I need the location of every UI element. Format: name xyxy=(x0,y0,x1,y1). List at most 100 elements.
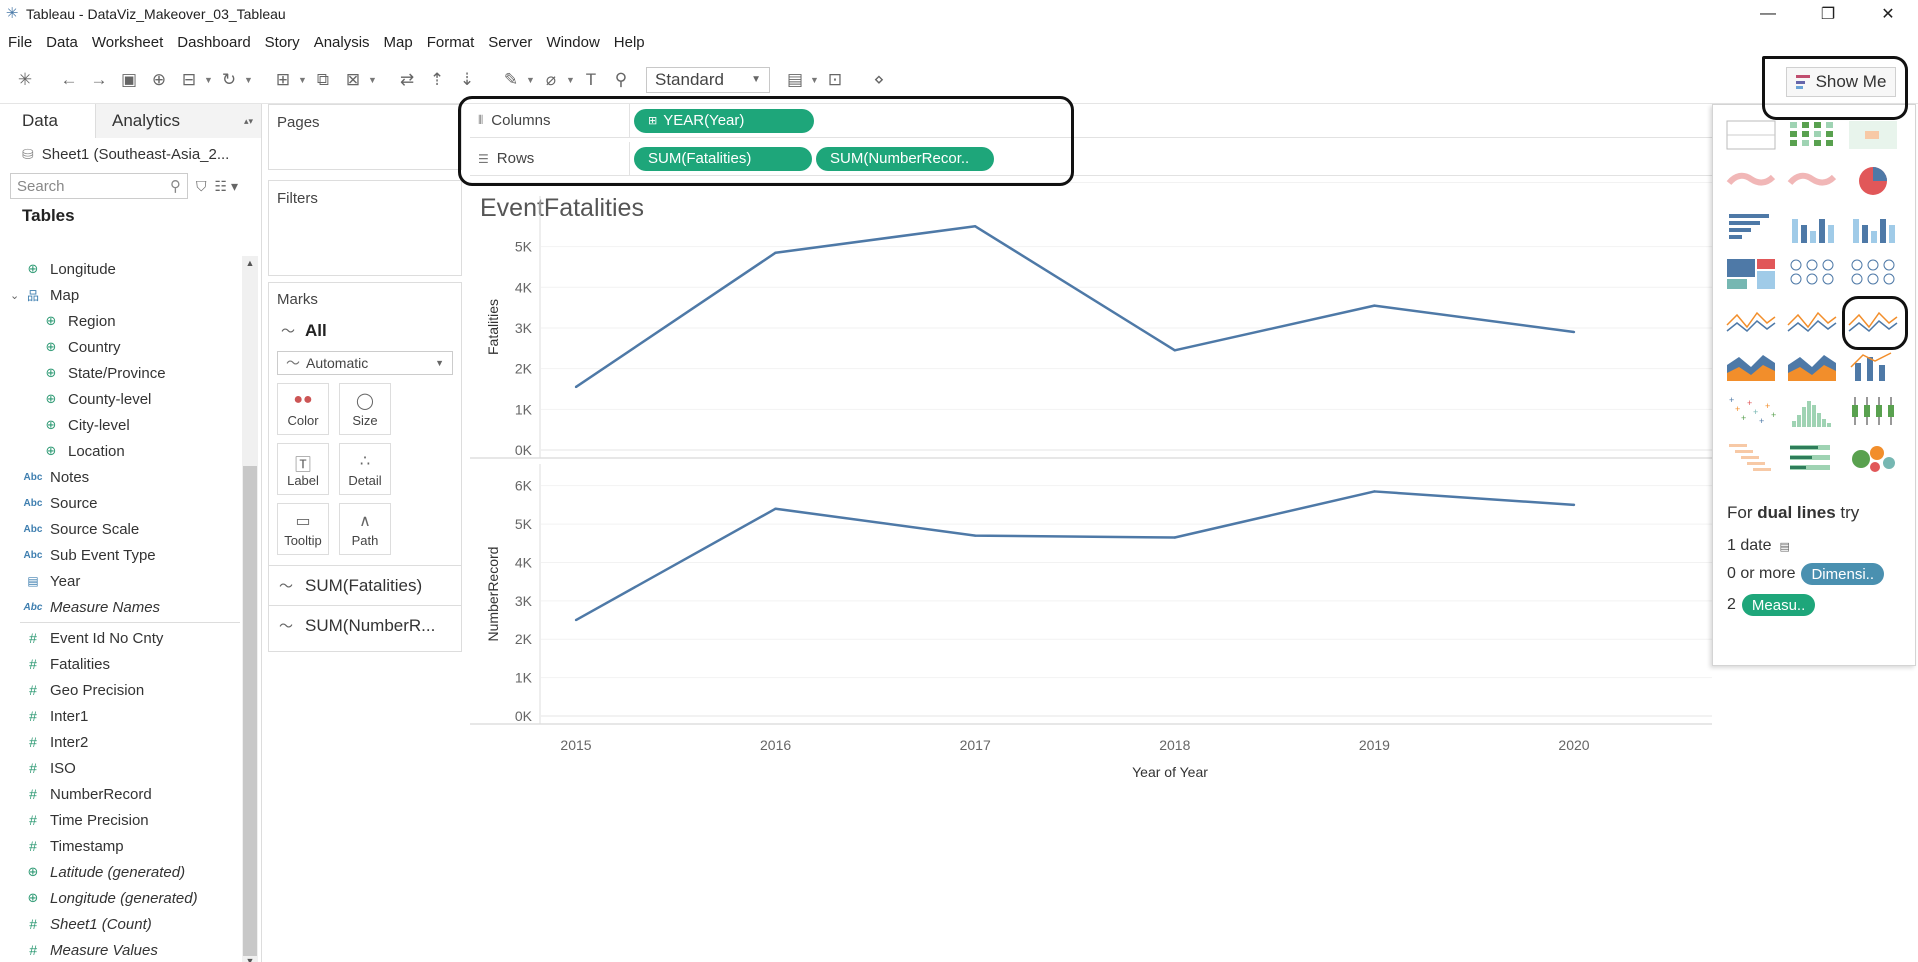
menu-data[interactable]: Data xyxy=(46,33,78,51)
show-me-packed-bubbles-icon[interactable] xyxy=(1847,439,1899,475)
show-me-button[interactable]: Show Me xyxy=(1786,67,1896,97)
viz-title[interactable]: EventFatalities xyxy=(480,194,644,222)
show-me-gantt-chart-icon[interactable] xyxy=(1725,439,1777,475)
detail-button[interactable]: ∴ Detail xyxy=(339,443,391,495)
show-me-circle-views-icon[interactable] xyxy=(1786,255,1838,291)
tableau-home-icon[interactable]: ✳ xyxy=(17,69,33,89)
show-me-area-continuous-icon[interactable] xyxy=(1725,347,1777,383)
show-me-bullet-graph-icon[interactable] xyxy=(1786,439,1838,475)
path-button[interactable]: ∧ Path xyxy=(339,503,391,555)
menu-dashboard[interactable]: Dashboard xyxy=(177,33,251,51)
show-me-area-discrete-icon[interactable] xyxy=(1786,347,1838,383)
restore-icon[interactable]: ❐ xyxy=(1820,6,1836,23)
field-item[interactable]: # Fatalities xyxy=(0,651,240,677)
field-item[interactable]: Abc Notes xyxy=(0,464,240,490)
field-item[interactable]: ⊕ Longitude (generated) xyxy=(0,885,240,911)
field-list-scrollbar[interactable]: ▲ ▼ xyxy=(242,256,258,962)
search-input[interactable]: Search ⚲ xyxy=(10,173,188,199)
tab-analytics[interactable]: Analytics ▴▾ xyxy=(96,104,261,138)
size-button[interactable]: ◯ Size xyxy=(339,383,391,435)
menu-map[interactable]: Map xyxy=(383,33,413,51)
field-item[interactable]: # Timestamp xyxy=(0,833,240,859)
marks-tab-fatalities[interactable]: 〜 SUM(Fatalities) xyxy=(269,565,461,605)
columns-shelf[interactable]: ⦀ Columns ⊞ YEAR(Year) xyxy=(470,104,1712,138)
chevron-down-icon[interactable]: ▼ xyxy=(204,74,213,85)
field-item[interactable]: Abc Sub Event Type xyxy=(0,542,240,568)
marks-tab-numberrecord[interactable]: 〜 SUM(NumberR... xyxy=(269,605,461,645)
menu-worksheet[interactable]: Worksheet xyxy=(91,33,164,51)
sort-descending-icon[interactable]: ⇣ xyxy=(459,69,475,89)
field-item[interactable]: ⊕ Region xyxy=(0,308,240,334)
field-item[interactable]: # ISO xyxy=(0,755,240,781)
datasource-item[interactable]: ⛁ Sheet1 (Southeast-Asia_2... xyxy=(0,138,261,170)
field-item[interactable]: # Inter2 xyxy=(0,729,240,755)
field-item[interactable]: ▤ Year xyxy=(0,568,240,594)
highlight-icon[interactable]: ✎ xyxy=(503,69,519,89)
field-item[interactable]: ⊕ City-level xyxy=(0,412,240,438)
field-item[interactable]: # Sheet1 (Count) xyxy=(0,911,240,937)
sort-ascending-icon[interactable]: ⇡ xyxy=(429,69,445,89)
chevron-down-icon[interactable]: ▼ xyxy=(298,74,307,85)
pages-card[interactable]: Pages xyxy=(268,104,462,170)
swap-rows-columns-icon[interactable]: ⇄ xyxy=(399,69,415,89)
field-item[interactable]: # Inter1 xyxy=(0,703,240,729)
show-mark-labels-icon[interactable]: T xyxy=(585,69,597,89)
view-options-icon[interactable]: ☷ ▾ xyxy=(214,177,238,194)
menu-server[interactable]: Server xyxy=(488,33,533,51)
field-item[interactable]: Abc Source Scale xyxy=(0,516,240,542)
tooltip-button[interactable]: ▭ Tooltip xyxy=(277,503,329,555)
field-item[interactable]: # NumberRecord xyxy=(0,781,240,807)
save-icon[interactable]: ▣ xyxy=(120,69,138,89)
field-item[interactable]: Abc Measure Names xyxy=(0,594,240,620)
close-icon[interactable]: ✕ xyxy=(1881,6,1895,23)
minimize-icon[interactable]: — xyxy=(1760,5,1776,22)
field-item[interactable]: ⊕ County-level xyxy=(0,386,240,412)
duplicate-sheet-icon[interactable]: ⧉ xyxy=(316,69,330,89)
menu-window[interactable]: Window xyxy=(546,33,600,51)
share-icon[interactable]: ⋄ xyxy=(873,69,885,89)
show-me-highlight-table-icon[interactable] xyxy=(1847,117,1899,153)
show-me-treemap-icon[interactable] xyxy=(1725,255,1777,291)
show-me-lines-discrete-icon[interactable] xyxy=(1786,301,1838,337)
show-me-filled-map-icon[interactable] xyxy=(1786,163,1838,199)
pill-fatalities[interactable]: SUM(Fatalities) xyxy=(634,146,812,171)
scrollbar-thumb[interactable] xyxy=(243,466,257,956)
collapse-icon[interactable]: ▴▾ xyxy=(243,115,253,126)
show-cards-icon[interactable]: ▤ xyxy=(786,69,804,89)
show-me-box-and-whisker-icon[interactable] xyxy=(1847,393,1899,429)
clear-sheet-icon[interactable]: ⊠ xyxy=(345,69,361,89)
color-button[interactable]: ●● Color xyxy=(277,383,329,435)
show-me-symbol-map-icon[interactable] xyxy=(1725,163,1777,199)
refresh-icon[interactable]: ↻ xyxy=(221,69,237,89)
label-button[interactable]: 🅃 Label xyxy=(277,443,329,495)
field-item[interactable]: Abc Source xyxy=(0,490,240,516)
show-me-side-by-side-circles-icon[interactable] xyxy=(1847,255,1899,291)
scroll-down-icon[interactable]: ▼ xyxy=(245,956,255,962)
chevron-down-icon[interactable]: ▼ xyxy=(368,74,377,85)
pill-year[interactable]: ⊞ YEAR(Year) xyxy=(634,108,814,133)
show-me-side-by-side-bars-icon[interactable] xyxy=(1847,209,1899,245)
new-worksheet-icon[interactable]: ⊞ xyxy=(275,69,291,89)
pause-updates-icon[interactable]: ⊟ xyxy=(181,69,197,89)
show-me-lines-continuous-icon[interactable] xyxy=(1725,301,1777,337)
field-item[interactable]: # Event Id No Cnty xyxy=(0,625,240,651)
show-me-pie-chart-icon[interactable] xyxy=(1847,163,1899,199)
field-item[interactable]: # Geo Precision xyxy=(0,677,240,703)
field-item[interactable]: ⊕ Country xyxy=(0,334,240,360)
scroll-up-icon[interactable]: ▲ xyxy=(245,258,255,268)
chevron-down-icon[interactable]: ▼ xyxy=(566,74,575,85)
field-item[interactable]: ⊕ Longitude xyxy=(0,256,240,282)
tab-data[interactable]: Data xyxy=(0,104,96,138)
field-item[interactable]: # Measure Values xyxy=(0,937,240,962)
menu-help[interactable]: Help xyxy=(613,33,645,51)
mark-type-select[interactable]: 〜 Automatic ▼ xyxy=(277,351,453,375)
undo-icon[interactable]: ← xyxy=(60,69,78,89)
show-me-stacked-bars-icon[interactable] xyxy=(1786,209,1838,245)
fix-axes-icon[interactable]: ⚲ xyxy=(614,69,628,89)
new-datasource-icon[interactable]: ⊕ xyxy=(151,69,167,89)
chevron-down-icon[interactable]: ▼ xyxy=(244,74,253,85)
show-me-scatter-plot-icon[interactable]: + + + + + + + + xyxy=(1725,393,1777,429)
dual-line-chart[interactable]: 0K 1K 2K 3K 4K 5K Fatalities 0K 1K 2K 3K 4K 5K 6K Numb… xyxy=(470,182,1712,962)
menu-file[interactable]: File xyxy=(8,33,33,51)
menu-story[interactable]: Story xyxy=(264,33,300,51)
